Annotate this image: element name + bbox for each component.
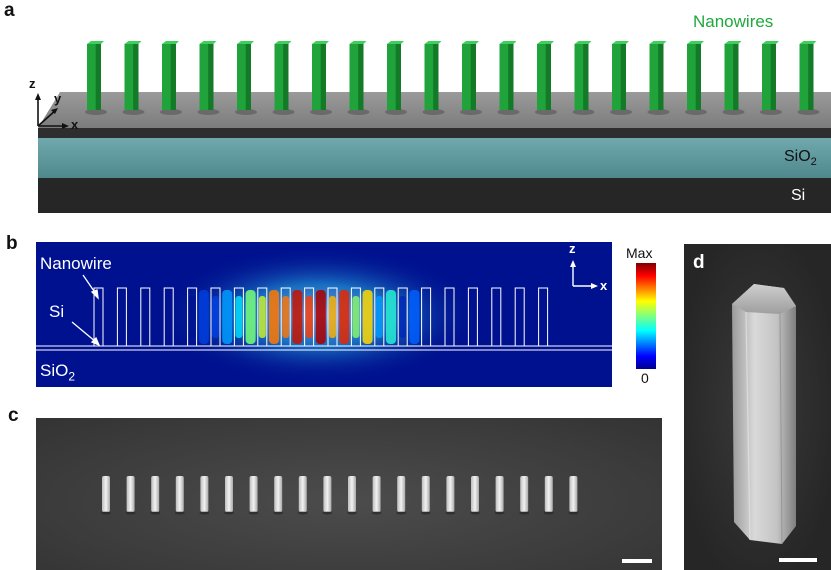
sem-nanowire — [224, 476, 234, 515]
field-hotspot — [292, 290, 303, 344]
nanowire-3d — [760, 41, 782, 115]
axis-triad-a — [35, 93, 69, 129]
sem-nanowire — [371, 476, 382, 515]
panel-b-letter: b — [6, 233, 18, 254]
sem-nanowire — [150, 476, 161, 515]
nanowires-label: Nanowires — [693, 12, 774, 31]
field-hotspot-core — [282, 296, 290, 338]
sem-nanowire — [273, 476, 284, 515]
axis-y-label-a: y — [54, 91, 62, 106]
field-hotspot — [386, 290, 396, 344]
sem-nanowire — [543, 476, 554, 515]
scale-bar-d — [779, 558, 817, 562]
nanowire-3d — [497, 41, 520, 115]
nanowire-3d — [235, 41, 257, 115]
axis-x-label-b: x — [600, 278, 608, 293]
single-nanowire-rod — [732, 284, 796, 545]
field-hotspot-core — [188, 296, 196, 338]
sem-nanowire — [445, 476, 456, 515]
sem-nanowire — [199, 476, 210, 515]
sem-nanowire — [297, 476, 308, 515]
panel-a-letter: a — [4, 0, 15, 21]
nanowire-3d — [460, 41, 482, 115]
nanowire-3d — [85, 41, 107, 115]
nanowire-3d — [535, 41, 557, 115]
panel-c-letter: c — [8, 405, 19, 426]
field-hotspot — [362, 290, 373, 344]
panel-a-illustration — [35, 41, 831, 213]
field-hotspot — [339, 290, 350, 344]
sio2-layer — [38, 138, 831, 178]
nanowire-label-b: Nanowire — [40, 254, 112, 273]
scale-bar-c — [622, 559, 652, 563]
field-simulation-map — [36, 242, 612, 387]
field-hotspot — [245, 290, 256, 344]
sem-nanowire — [519, 476, 530, 515]
field-hotspot — [315, 290, 326, 344]
si-label-a: Si — [791, 187, 806, 204]
field-hotspot-core — [235, 296, 243, 338]
field-hotspot — [198, 290, 209, 344]
sem-nanowire — [125, 476, 136, 515]
sem-nanowires — [101, 476, 579, 515]
nanowire-3d — [610, 41, 632, 115]
colorbar — [636, 263, 656, 369]
field-hotspot — [409, 290, 420, 344]
nanowire-3d — [197, 41, 220, 115]
axis-x-label-a: x — [71, 117, 79, 132]
nanowire-3d — [422, 41, 445, 115]
sem-nanowire — [568, 476, 579, 515]
nanowire-3d — [385, 41, 407, 115]
colorbar-max-label: Max — [626, 245, 653, 261]
nanowire-3d — [572, 41, 595, 115]
field-hotspot-core — [375, 296, 383, 338]
axis-z-label-b: z — [569, 241, 576, 256]
nanowire-array-3d — [85, 41, 820, 115]
sem-nanowire — [174, 476, 185, 515]
field-hotspot-core — [352, 296, 360, 338]
axis-z-label-a: z — [29, 76, 36, 91]
field-hotspot-core — [212, 296, 219, 338]
sem-nanowire — [322, 476, 333, 515]
nanowire-3d — [722, 41, 745, 115]
nanowire-3d — [122, 41, 145, 115]
sem-nanowire — [248, 476, 259, 515]
sem-image-single-nanowire — [684, 244, 831, 570]
sem-image-array — [36, 418, 662, 570]
field-hotspot-core — [329, 296, 336, 338]
si-substrate — [38, 178, 831, 213]
nanowire-3d — [797, 41, 820, 115]
axis-triad-b — [570, 260, 598, 289]
nanowire-3d — [272, 41, 295, 115]
sem-nanowire — [347, 476, 357, 515]
nanowire-3d — [310, 41, 332, 115]
sem-nanowire — [101, 476, 111, 515]
nanowire-3d — [685, 41, 707, 115]
colorbar-min-label: 0 — [641, 370, 649, 386]
field-hotspot-core — [305, 296, 313, 338]
sio2-label-a: SiO2 — [784, 148, 817, 169]
field-hotspots — [188, 290, 420, 344]
label-arrows — [71, 274, 101, 347]
field-hotspot-core — [399, 296, 407, 338]
nanowire-3d — [647, 41, 670, 115]
field-hotspot-core — [258, 296, 266, 338]
panel-d-letter: d — [693, 252, 705, 273]
si-label-b: Si — [49, 302, 65, 321]
sem-nanowire — [420, 476, 431, 515]
sem-nanowire — [470, 476, 480, 515]
field-hotspot — [269, 290, 279, 344]
sem-nanowire — [494, 476, 505, 515]
nanowire-3d — [160, 41, 182, 115]
si-device-edge — [38, 128, 831, 138]
field-hotspot — [222, 290, 233, 344]
nanowire-3d — [347, 41, 370, 115]
sio2-label-b: SiO2 — [40, 361, 76, 384]
sem-nanowire — [396, 476, 407, 515]
